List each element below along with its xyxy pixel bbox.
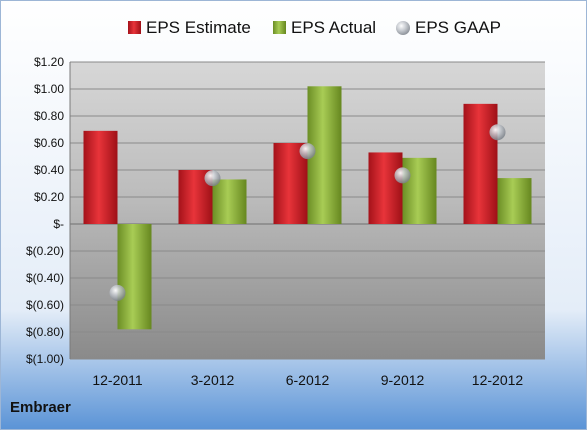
- legend-label-estimate: EPS Estimate: [146, 18, 251, 37]
- gaap-markers: [109, 124, 506, 301]
- bars: [83, 86, 532, 330]
- y-tick-label: $(0.40): [26, 271, 64, 285]
- legend-label-actual: EPS Actual: [291, 18, 376, 37]
- x-axis-ticks: 12-2011 3-2012 6-2012 9-2012 12-2012: [92, 372, 523, 388]
- x-tick-label: 3-2012: [191, 372, 235, 388]
- y-tick-label: $(0.60): [26, 298, 64, 312]
- x-tick-label: 12-2011: [92, 372, 143, 388]
- x-tick-label: 9-2012: [381, 372, 425, 388]
- bar-eps-estimate: [368, 152, 403, 224]
- legend: EPS Estimate EPS Actual EPS GAAP: [128, 18, 501, 37]
- y-tick-label: $0.80: [34, 109, 64, 123]
- marker-eps-gaap: [299, 143, 316, 160]
- legend-swatch-gaap: [396, 21, 410, 35]
- x-tick-label: 6-2012: [286, 372, 330, 388]
- bar-eps-actual: [212, 179, 247, 224]
- marker-eps-gaap: [489, 124, 506, 141]
- legend-label-gaap: EPS GAAP: [415, 18, 501, 37]
- y-tick-label: $0.40: [34, 163, 64, 177]
- bar-eps-actual: [117, 224, 152, 330]
- y-tick-label: $0.20: [34, 190, 64, 204]
- bar-eps-estimate: [463, 103, 498, 224]
- y-tick-label: $-: [53, 217, 64, 231]
- marker-eps-gaap: [394, 167, 411, 184]
- legend-swatch-actual: [273, 21, 286, 34]
- legend-swatch-estimate: [128, 21, 141, 34]
- y-tick-label: $(1.00): [26, 352, 64, 366]
- y-tick-label: $(0.80): [26, 325, 64, 339]
- marker-eps-gaap: [109, 284, 126, 301]
- bar-eps-actual: [402, 157, 437, 224]
- y-tick-label: $(0.20): [26, 244, 64, 258]
- marker-eps-gaap: [204, 170, 221, 187]
- y-tick-label: $1.20: [34, 55, 64, 69]
- y-axis-ticks: $1.20 $1.00 $0.80 $0.60 $0.40 $0.20 $- $(0.20) $…: [26, 55, 64, 366]
- y-tick-label: $0.60: [34, 136, 64, 150]
- x-tick-label: 12-2012: [472, 372, 524, 388]
- bar-eps-actual: [497, 178, 532, 224]
- y-tick-label: $1.00: [34, 82, 64, 96]
- company-name: Embraer: [10, 399, 71, 416]
- bar-eps-estimate: [83, 130, 118, 224]
